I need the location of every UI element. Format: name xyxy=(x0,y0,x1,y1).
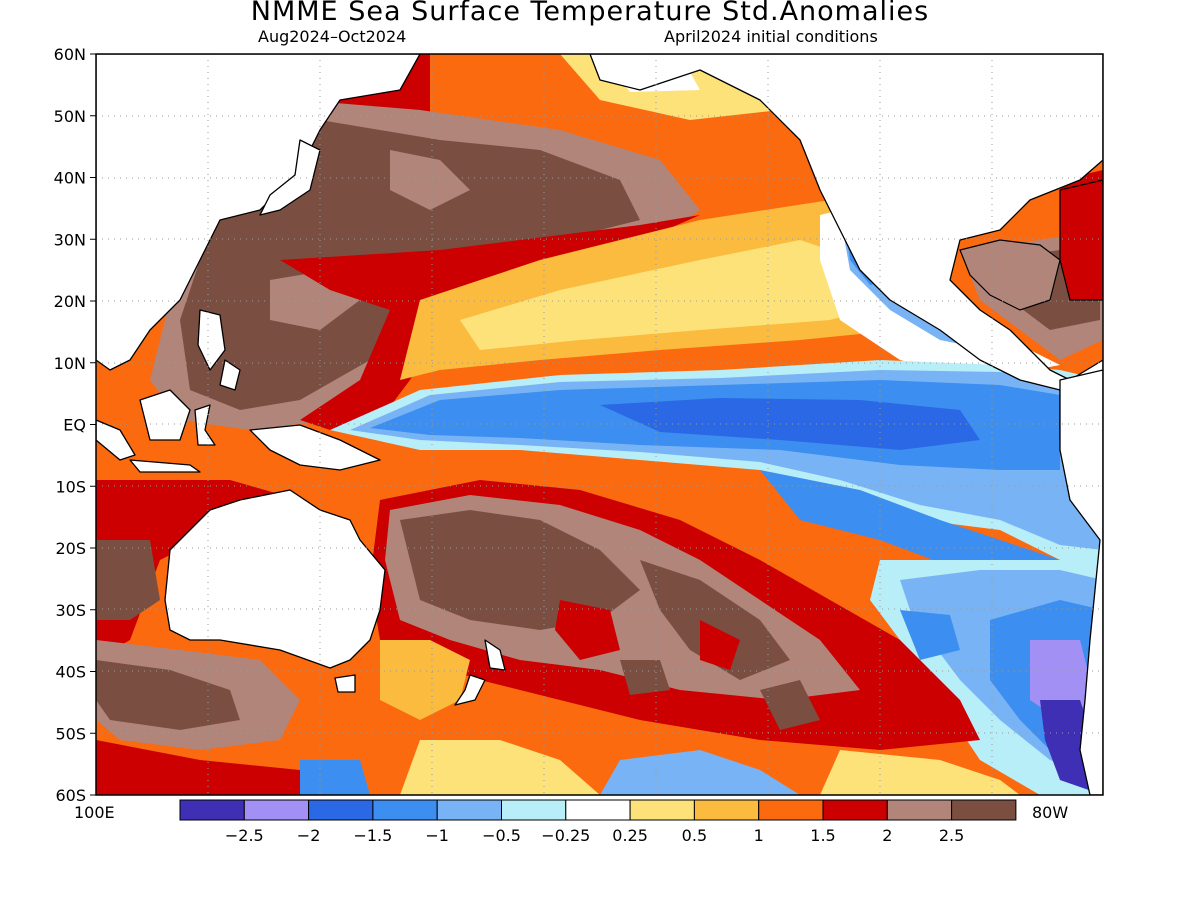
colorbar-swatch xyxy=(243,799,310,821)
latitude-label: EQ xyxy=(63,416,86,435)
colorbar-swatch xyxy=(501,799,567,821)
colorbar-swatch xyxy=(436,799,503,821)
colorbar-swatch xyxy=(179,799,245,821)
colorbar-tick-label: −1.5 xyxy=(353,826,392,845)
colorbar-tick-label: −1 xyxy=(425,826,449,845)
colorbar-legend: −2.5 −2 −1.5 −1 −0.5 −0.25 0.25 0.5 1 1.5 2 2.5 xyxy=(179,799,1017,845)
forecast-period: Aug2024–Oct2024 xyxy=(258,27,407,46)
colorbar-tick-label: −2.5 xyxy=(225,826,264,845)
latitude-label: 40N xyxy=(54,169,86,188)
colorbar-swatch xyxy=(372,799,438,821)
colorbar-swatch xyxy=(758,799,824,821)
colorbar-tick-label: 0.25 xyxy=(612,826,648,845)
latitude-axis: 60N 50N 40N 30N 20N 10N EQ 10S 20S 30S 40S 50S 60S xyxy=(54,45,96,805)
longitude-label-west: 100E xyxy=(74,803,115,822)
map-title: NMME Sea Surface Temperature Std.Anomali… xyxy=(250,0,930,27)
latitude-label: 40S xyxy=(55,663,86,682)
colorbar-swatch xyxy=(693,799,760,821)
initial-conditions: April2024 initial conditions xyxy=(664,27,878,46)
colorbar-tick-label: 1 xyxy=(754,826,764,845)
colorbar-tick-label: −0.25 xyxy=(541,826,590,845)
colorbar-swatch xyxy=(629,799,695,821)
latitude-label: 20N xyxy=(54,292,86,311)
latitude-label: 30N xyxy=(54,230,86,249)
latitude-label: 60N xyxy=(54,45,86,64)
latitude-label: 10N xyxy=(54,354,86,373)
latitude-label: 60S xyxy=(55,786,86,805)
colorbar-tick-label: 1.5 xyxy=(810,826,835,845)
latitude-label: 10S xyxy=(55,477,86,496)
latitude-label: 50N xyxy=(54,107,86,126)
colorbar-tick-label: 0.5 xyxy=(682,826,707,845)
longitude-label-east: 80W xyxy=(1032,803,1068,822)
colorbar-tick-label: 2 xyxy=(882,826,892,845)
colorbar-swatch xyxy=(822,799,888,821)
colorbar-tick-label: 2.5 xyxy=(939,826,964,845)
colorbar-swatch xyxy=(565,799,631,821)
colorbar-tick-label: −0.5 xyxy=(482,826,521,845)
colorbar-swatch xyxy=(886,799,953,821)
latitude-label: 20S xyxy=(55,539,86,558)
latitude-label: 50S xyxy=(55,724,86,743)
latitude-label: 30S xyxy=(55,601,86,620)
colorbar-swatch xyxy=(951,799,1017,821)
anomaly-field xyxy=(96,54,1103,795)
colorbar-tick-label: −2 xyxy=(297,826,321,845)
colorbar-swatch xyxy=(308,799,374,821)
